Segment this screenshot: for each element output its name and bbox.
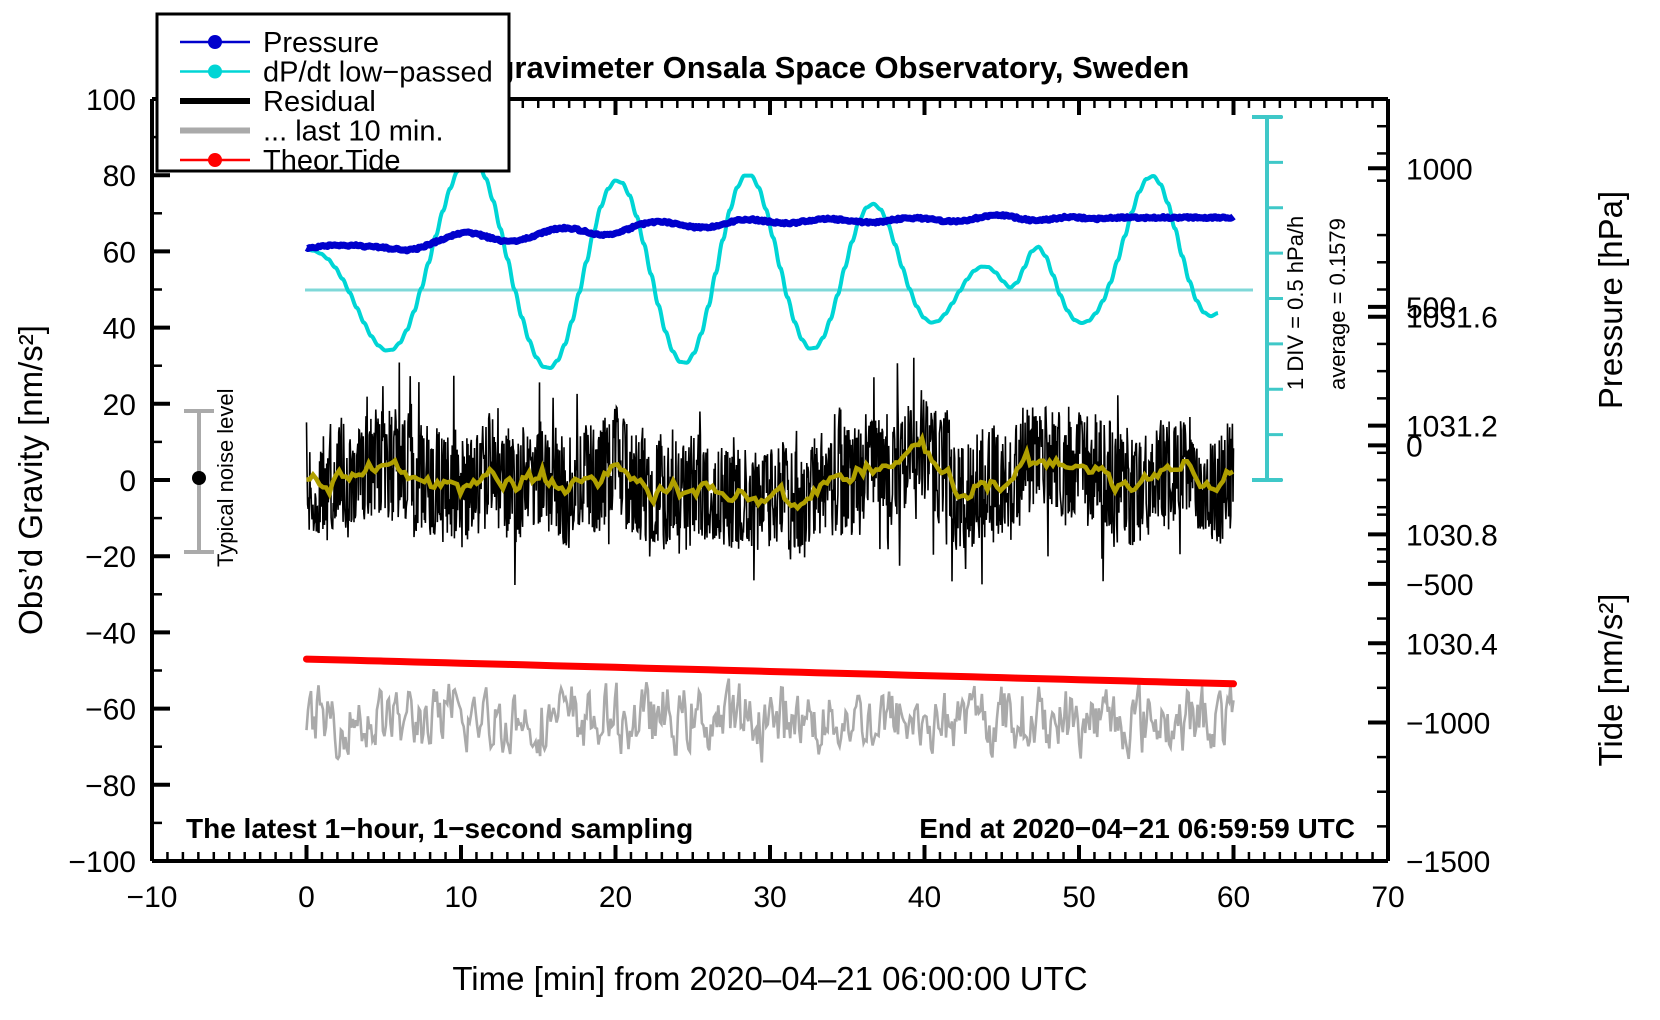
y-tick-label: −80 — [85, 770, 136, 803]
div-scale-label: 1 DIV = 0.5 hPa/h — [1283, 216, 1308, 390]
y-tick-label: 20 — [103, 389, 136, 422]
pressure-tick-label: 1030.8 — [1406, 519, 1498, 552]
footer-right-text: End at 2020−04−21 06:59:59 UTC — [919, 813, 1355, 844]
y-axis-title: Obs’d Gravity [nm/s²] — [12, 325, 49, 635]
y-axis-tick-labels: 100 80 60 40 20 0 −20 −40 −60 −80 −100 — [68, 84, 136, 879]
typical-noise-level-annotation: Typical noise level — [184, 388, 238, 567]
legend-item[interactable]: Theor.Tide — [180, 145, 401, 177]
y-axis-ticks — [152, 97, 170, 863]
div-scale-annotation: 1 DIV = 0.5 hPa/h average = 0.1579 — [1252, 115, 1350, 482]
x-tick-label: 50 — [1062, 881, 1095, 914]
pressure-tick-label: 1031.2 — [1406, 411, 1498, 444]
tide-axis-title: Tide [nm/s²] — [1592, 594, 1629, 767]
y-tick-label: 100 — [86, 84, 136, 117]
legend-item-label: dP/dt low−passed — [263, 57, 493, 89]
noise-center-dot — [192, 471, 206, 485]
y-tick-label: 40 — [103, 313, 136, 346]
theoretical-tide-curve — [303, 655, 1237, 688]
legend-swatch-dot — [208, 64, 222, 79]
tide-tick-label: 500 — [1406, 292, 1456, 325]
pressure-curve — [304, 211, 1236, 255]
legend-item-label: Residual — [263, 86, 376, 118]
residual-mean-curve — [306, 431, 1235, 512]
legend-item[interactable]: Residual — [180, 86, 376, 118]
legend-item[interactable]: Pressure — [180, 27, 379, 59]
y-tick-label: 60 — [103, 236, 136, 269]
footer-left-text: The latest 1−hour, 1−second sampling — [186, 813, 693, 844]
tide-axis-tick-labels: 1000 500 0 −500 −1000 −1500 — [1406, 153, 1490, 879]
tide-tick-label: −1500 — [1406, 846, 1490, 879]
pressure-axis-tick-labels: 1031.6 1031.2 1030.8 1030.4 — [1406, 302, 1498, 662]
y-tick-label: 0 — [119, 465, 136, 498]
y-tick-label: −100 — [68, 846, 136, 879]
x-tick-label: 10 — [444, 881, 477, 914]
pressure-tick-label: 1031.6 — [1406, 302, 1498, 335]
x-tick-label: −10 — [127, 881, 178, 914]
tide-tick-label: 0 — [1406, 430, 1423, 463]
x-tick-label: 70 — [1371, 881, 1404, 914]
tide-tick-label: 1000 — [1406, 153, 1473, 186]
legend-item-label: Pressure — [263, 27, 379, 59]
last-10-min-curve — [305, 678, 1235, 763]
legend-item-label: Theor.Tide — [263, 145, 401, 177]
div-average-label: average = 0.1579 — [1325, 218, 1350, 390]
y-tick-label: −20 — [85, 541, 136, 574]
legend-swatch-dot — [208, 153, 222, 167]
legend-item[interactable]: ... last 10 min. — [180, 116, 444, 148]
x-tick-label: 60 — [1217, 881, 1250, 914]
legend-item-label: ... last 10 min. — [263, 116, 444, 148]
legend-item[interactable]: dP/dt low−passed — [180, 57, 493, 89]
x-tick-label: 20 — [599, 881, 632, 914]
pressure-axis-title: Pressure [hPa] — [1592, 191, 1629, 409]
tide-tick-label: −1000 — [1406, 707, 1490, 740]
x-tick-label: 30 — [753, 881, 786, 914]
x-axis-tick-labels: −10 0 10 20 30 40 50 60 70 — [127, 881, 1405, 914]
tide-tick-label: −500 — [1406, 569, 1474, 602]
y-tick-label: 80 — [103, 160, 136, 193]
x-tick-label: 40 — [908, 881, 941, 914]
y-tick-label: −40 — [85, 617, 136, 650]
x-axis-title: Time [min] from 2020–04–21 06:00:00 UTC — [452, 960, 1087, 997]
pressure-tick-label: 1030.4 — [1406, 628, 1498, 661]
legend-swatch-dot — [208, 35, 222, 49]
y-tick-label: −60 — [85, 694, 136, 727]
residual-curve — [305, 357, 1235, 586]
typical-noise-level-label: Typical noise level — [213, 388, 238, 567]
x-tick-label: 0 — [298, 881, 315, 914]
right-axis-ticks — [1368, 124, 1388, 863]
